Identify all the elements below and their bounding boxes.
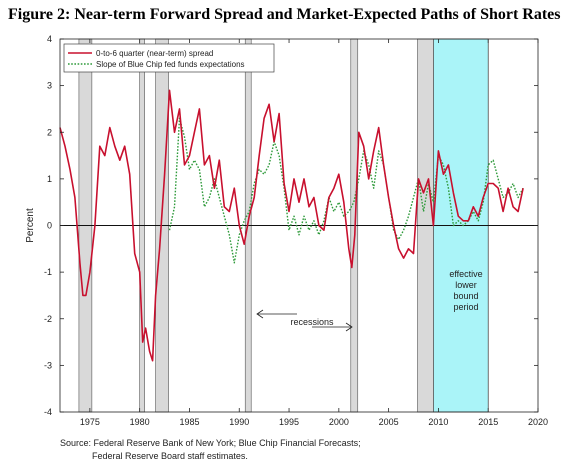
y-tick-label-2: -3 <box>44 360 52 370</box>
y-tick-label-6: 1 <box>47 174 52 184</box>
recession-arrow-right-head <box>345 322 353 332</box>
x-tick-label-10: 2020 <box>528 417 548 427</box>
y-tick-label-8: 3 <box>47 81 52 91</box>
y-axis-label: Percent <box>25 208 36 243</box>
x-tick-label-7: 2005 <box>379 417 399 427</box>
source-line-1: Source: Federal Reserve Bank of New York… <box>60 438 361 448</box>
y-tick-label-3: -2 <box>44 314 52 324</box>
x-tick-label-4: 1990 <box>229 417 249 427</box>
y-tick-label-4: -1 <box>44 267 52 277</box>
y-tick-label-1: -4 <box>44 407 52 417</box>
legend-box <box>63 43 275 73</box>
legend-label-2: Slope of Blue Chip fed funds expectation… <box>96 60 245 69</box>
x-tick-label-2: 1980 <box>130 417 150 427</box>
y-tick-label-7: 2 <box>47 127 52 137</box>
y-tick-label-5: 0 <box>47 221 52 231</box>
series-line-1 <box>59 89 524 362</box>
x-tick-label-9: 2015 <box>478 417 498 427</box>
figure-source: Source: Federal Reserve Bank of New York… <box>60 437 361 463</box>
source-line-2: Federal Reserve Board staff estimates. <box>92 451 248 461</box>
x-tick-label-6: 2000 <box>329 417 349 427</box>
series-line-2 <box>168 117 524 264</box>
x-tick-label-1: 1975 <box>80 417 100 427</box>
recessions-label: recessions <box>290 317 334 327</box>
x-tick-label-3: 1985 <box>179 417 199 427</box>
x-tick-label-8: 2010 <box>428 417 448 427</box>
elb-label-line-4: period <box>453 302 478 312</box>
recession-arrow-left-head <box>256 309 264 319</box>
legend-label-1: 0-to-6 quarter (near-term) spread <box>96 49 213 58</box>
figure-title: Figure 2: Near-term Forward Spread and M… <box>8 6 561 23</box>
elb-label-line-1: effective <box>449 269 482 279</box>
x-tick-label-5: 1995 <box>279 417 299 427</box>
elb-label-line-3: bound <box>453 291 478 301</box>
elb-label-line-2: lower <box>455 280 477 290</box>
y-tick-label-9: 4 <box>47 34 52 44</box>
